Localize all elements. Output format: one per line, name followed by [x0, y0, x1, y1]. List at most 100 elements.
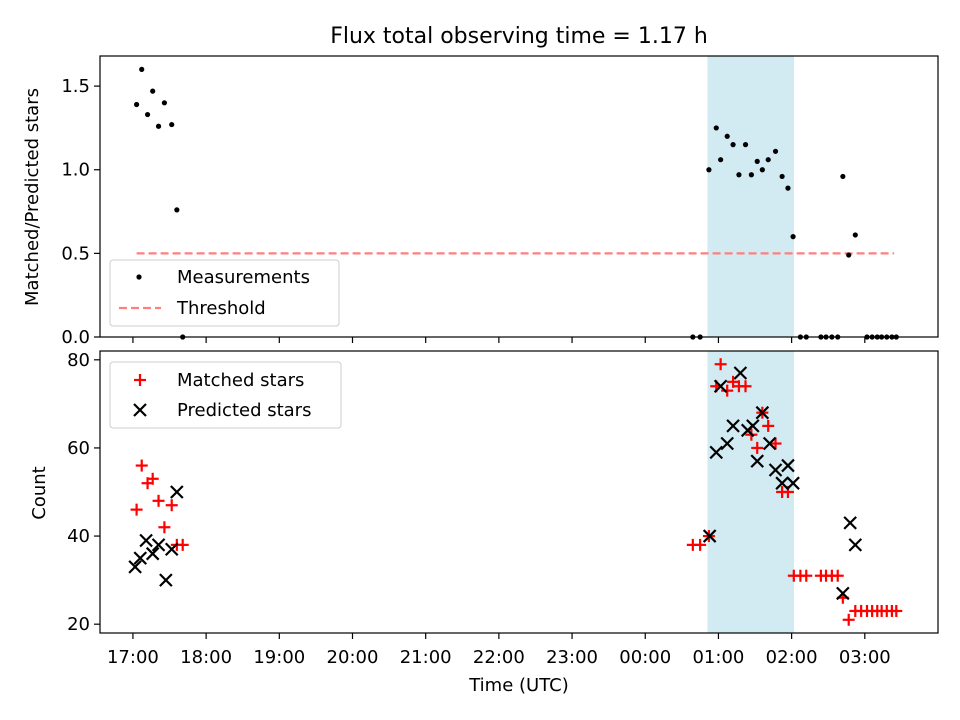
- count-y-axis: 20 40 60 80: [67, 350, 100, 635]
- matched-star-point: [165, 499, 178, 512]
- data-point: [706, 167, 712, 173]
- y-tick-label: 1.5: [61, 76, 90, 97]
- predicted-star-point: [702, 529, 717, 543]
- predicted-star-point: [139, 533, 153, 548]
- matched-star-point: [158, 521, 171, 534]
- x-tick-label: 02:00: [766, 647, 818, 668]
- count-legend: Matched stars Predicted stars: [109, 361, 342, 429]
- legend-label-matched: Matched stars: [177, 370, 304, 391]
- matched-star-point: [714, 358, 727, 371]
- matched-star-point: [842, 613, 855, 626]
- data-point: [155, 123, 162, 129]
- chart-title: Flux total observing time = 1.17 h: [330, 24, 708, 49]
- predicted-star-point: [145, 546, 160, 561]
- count-panel-frame: [99, 350, 939, 634]
- data-point: [718, 157, 724, 163]
- matched-star-point: [152, 494, 165, 507]
- ratio-panel-frame: [99, 55, 939, 338]
- predicted-star-point: [133, 551, 148, 565]
- data-point: [150, 88, 156, 94]
- y-tick-label: 40: [67, 526, 90, 547]
- matched-star-point: [130, 503, 143, 516]
- predicted-star-point: [848, 538, 863, 552]
- data-point: [772, 148, 779, 154]
- data-point: [730, 142, 736, 148]
- predicted-star-point: [709, 445, 724, 460]
- ratio-x-axis: [132, 337, 866, 343]
- predicted-star-point: [128, 560, 142, 574]
- predicted-star-point: [164, 542, 179, 557]
- predicted-star-point: [746, 419, 760, 433]
- data-point: [779, 173, 785, 180]
- matched-star-point: [751, 441, 764, 454]
- y-tick-label: 20: [67, 614, 90, 635]
- predicted-star-point: [713, 379, 728, 394]
- y-tick-label: 60: [67, 438, 90, 459]
- y-tick-label: 0.5: [61, 243, 90, 264]
- data-point: [785, 185, 791, 191]
- predicted-star-point: [768, 463, 783, 477]
- predicted-star-point: [755, 405, 770, 420]
- matched-star-point: [800, 569, 813, 582]
- legend-label-predicted: Predicted stars: [177, 400, 311, 421]
- matched-star-point: [176, 538, 189, 551]
- legend-marker-matched: [134, 374, 146, 386]
- predicted-star-point: [151, 538, 166, 552]
- legend-marker-measurements: [136, 274, 142, 280]
- predicted-star-point: [720, 436, 734, 451]
- count-x-axis: 17:00 18:00 19:00 20:00 21:00 22:00 23:00 00:00…: [107, 633, 891, 668]
- data-point: [139, 66, 145, 72]
- data-point: [742, 142, 749, 148]
- predicted-star-point: [775, 476, 789, 490]
- data-point: [765, 157, 771, 163]
- x-tick-label: 23:00: [546, 647, 598, 668]
- count-panel: 20 40 60 80 17:00 18:00 19:00 20:00 21:00 22:00 2…: [29, 350, 939, 668]
- x-tick-label: 03:00: [839, 647, 891, 668]
- ratio-legend: Measurements Threshold: [109, 259, 340, 327]
- data-point: [144, 111, 151, 118]
- data-point: [759, 167, 765, 173]
- ratio-y-label: Matched/Predicted stars: [22, 88, 43, 306]
- y-tick-label: 1.0: [61, 160, 90, 181]
- data-point: [724, 133, 730, 139]
- matched-star-point: [739, 380, 752, 393]
- matched-star-point: [135, 459, 148, 472]
- data-point: [161, 100, 168, 106]
- predicted-star-point: [781, 458, 795, 473]
- x-tick-label: 19:00: [253, 647, 305, 668]
- data-point: [754, 158, 760, 164]
- predicted-star-point: [750, 454, 765, 468]
- data-point: [736, 172, 742, 178]
- predicted-star-point: [762, 436, 777, 451]
- matched-star-point: [769, 437, 782, 450]
- x-tick-label: 17:00: [107, 647, 159, 668]
- count-y-label: Count: [29, 466, 50, 519]
- x-tick-label: 21:00: [400, 647, 452, 668]
- x-tick-label: 01:00: [692, 647, 744, 668]
- data-point: [852, 232, 858, 238]
- predicted-star-point: [726, 419, 740, 433]
- matched-star-point: [146, 472, 159, 485]
- data-point: [790, 234, 796, 240]
- matched-star-point: [694, 538, 707, 551]
- y-tick-label: 80: [67, 350, 90, 371]
- data-point: [169, 121, 175, 128]
- predicted-star-point: [159, 573, 173, 587]
- legend-marker-predicted: [133, 403, 147, 417]
- x-axis-label: Time (UTC): [468, 675, 569, 696]
- data-point: [713, 125, 719, 131]
- legend-label-measurements: Measurements: [177, 267, 310, 288]
- data-point: [174, 207, 180, 213]
- data-point: [133, 101, 140, 108]
- matched-star-point: [831, 569, 844, 582]
- y-tick-label: 0.0: [61, 327, 90, 348]
- x-tick-label: 18:00: [180, 647, 232, 668]
- x-tick-label: 22:00: [473, 647, 525, 668]
- predicted-star-point: [786, 476, 800, 490]
- predicted-star-point: [170, 485, 184, 499]
- data-point: [748, 172, 754, 178]
- ratio-y-axis: 0.0 0.5 1.0 1.5: [61, 76, 100, 348]
- predicted-star-point: [836, 586, 850, 601]
- data-point: [840, 173, 846, 180]
